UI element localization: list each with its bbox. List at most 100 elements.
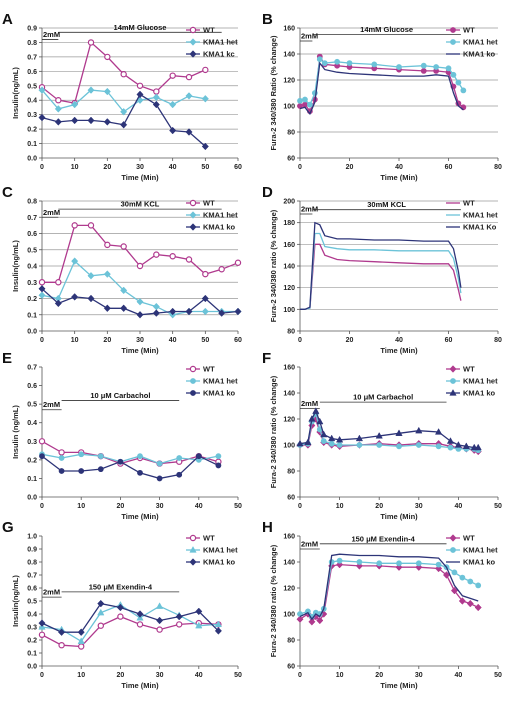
condition-label: 2mM	[301, 399, 318, 408]
y-tick-label: 0.8	[27, 560, 37, 567]
data-point-ko	[97, 599, 105, 608]
x-tick-label: 30	[415, 672, 423, 679]
y-tick-label: 180	[283, 220, 295, 227]
data-point-het	[433, 64, 440, 70]
y-tick-label: 100	[283, 443, 295, 450]
series-line-ko	[299, 61, 464, 116]
data-point-ko	[446, 437, 455, 444]
data-point-wt	[458, 597, 466, 605]
data-point-ko	[156, 475, 163, 482]
condition-label: 2mM	[43, 400, 60, 409]
legend-label: WT	[203, 365, 215, 374]
data-point-ko	[201, 142, 209, 151]
data-point-het	[445, 65, 452, 72]
y-tick-label: 0.5	[27, 599, 37, 606]
data-point-het	[356, 442, 363, 448]
data-point-wt	[58, 642, 65, 649]
x-tick-label: 40	[395, 164, 403, 171]
y-tick-label: 120	[283, 586, 295, 593]
data-point-ko	[335, 435, 344, 443]
series-line-ko	[299, 553, 479, 621]
data-point-wt	[71, 222, 78, 229]
data-point-ko	[38, 284, 46, 293]
y-axis-label: Fura-2 340/380 ratio (% change)	[269, 544, 278, 657]
legend-label: KMA1 kc	[203, 50, 235, 59]
data-point-ko	[39, 453, 45, 460]
y-tick-label: 0.7	[27, 54, 37, 61]
data-point-wt	[58, 449, 65, 456]
y-tick-label: 0.6	[27, 69, 37, 76]
y-tick-label: 100	[283, 104, 295, 111]
data-point-het	[316, 56, 323, 63]
x-tick-label: 10	[336, 503, 344, 510]
data-point-wt	[156, 626, 163, 633]
y-axis-label: Insulin(ng/mL)	[11, 67, 20, 119]
condition-label: 30mM KCL	[367, 200, 406, 209]
x-axis-label: Time (Min)	[121, 173, 159, 182]
data-point-wt	[55, 279, 62, 286]
data-point-ko	[312, 407, 320, 414]
data-point-het	[334, 58, 341, 65]
data-point-het	[346, 60, 353, 66]
data-point-het	[176, 455, 183, 461]
data-point-wt	[136, 82, 144, 89]
data-point-wt	[316, 616, 324, 625]
data-point-wt	[169, 72, 176, 79]
series-line-het	[300, 232, 462, 310]
y-tick-label: 0.0	[27, 156, 37, 163]
y-tick-label: 140	[283, 391, 295, 398]
data-point-ko	[117, 458, 124, 465]
x-tick-label: 30	[156, 503, 164, 510]
data-point-het	[415, 560, 422, 567]
x-tick-label: 0	[40, 503, 44, 510]
data-point-ko	[120, 304, 128, 313]
data-point-het	[435, 443, 442, 450]
y-tick-label: 120	[283, 417, 295, 424]
series-line-ko	[41, 455, 219, 480]
series-line-het	[299, 57, 464, 106]
data-point-wt	[202, 270, 209, 278]
data-point-ko	[434, 428, 443, 435]
data-point-het	[195, 621, 203, 629]
legend-marker	[189, 558, 197, 566]
condition-label: 2mM	[43, 30, 60, 39]
y-tick-label: 160	[283, 242, 295, 249]
data-point-wt	[474, 603, 482, 612]
legend-marker	[189, 546, 197, 553]
x-tick-label: 50	[494, 503, 502, 510]
y-tick-label: 80	[287, 638, 295, 645]
x-axis-label: Time (Min)	[121, 512, 159, 521]
data-point-ko	[415, 426, 423, 434]
panel-letter: E	[2, 350, 12, 367]
data-point-het	[371, 61, 378, 68]
data-point-het	[396, 64, 402, 70]
data-point-het	[97, 453, 104, 460]
y-tick-label: 0.1	[27, 312, 37, 319]
x-tick-label: 10	[336, 672, 344, 679]
data-point-het	[336, 442, 343, 448]
data-point-ko	[176, 471, 183, 478]
legend-marker	[189, 50, 197, 58]
series-line-ko	[300, 221, 462, 310]
y-tick-label: 1.0	[27, 534, 37, 541]
legend-label: WT	[463, 534, 475, 543]
data-point-ko	[175, 612, 183, 621]
y-tick-label: 0.2	[27, 457, 37, 464]
x-tick-label: 20	[117, 672, 125, 679]
x-tick-label: 60	[445, 164, 453, 171]
x-tick-label: 10	[77, 503, 85, 510]
x-tick-label: 40	[195, 672, 203, 679]
y-tick-label: 120	[283, 78, 295, 85]
y-axis-label: Fura-2 340/380 ratio (% change)	[269, 209, 278, 322]
y-tick-label: 100	[283, 307, 295, 314]
data-point-ko	[185, 128, 193, 136]
data-point-ko	[185, 307, 193, 316]
y-tick-label: 0.5	[27, 247, 37, 254]
legend-label: WT	[463, 365, 475, 374]
data-point-ko	[71, 116, 79, 125]
data-point-het	[321, 60, 328, 66]
x-tick-label: 50	[234, 672, 242, 679]
condition-label: 2mM	[301, 540, 318, 549]
series-line-wt	[42, 224, 239, 283]
data-point-wt	[38, 631, 46, 639]
